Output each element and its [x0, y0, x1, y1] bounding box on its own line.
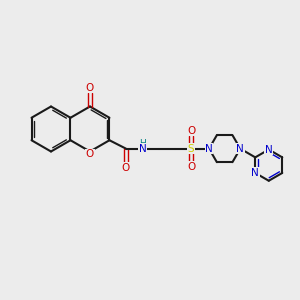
- Text: O: O: [122, 163, 130, 172]
- Text: S: S: [188, 144, 194, 154]
- Text: N: N: [265, 145, 273, 154]
- Text: N: N: [251, 168, 259, 178]
- Text: O: O: [86, 149, 94, 160]
- Text: H: H: [139, 139, 146, 148]
- Text: N: N: [139, 144, 146, 154]
- Text: N: N: [236, 144, 244, 154]
- Text: N: N: [205, 144, 213, 154]
- Text: O: O: [187, 162, 195, 172]
- Text: O: O: [86, 82, 94, 93]
- Text: O: O: [187, 126, 195, 136]
